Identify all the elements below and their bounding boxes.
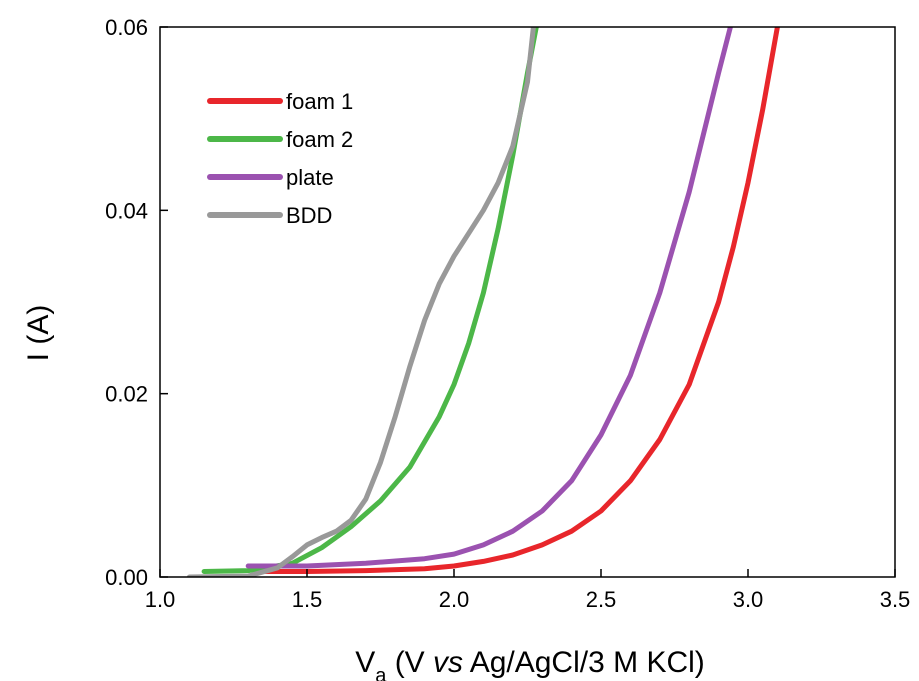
x-tick-label: 1.0	[145, 587, 176, 612]
ticks-layer: 1.0 1.5 2.0 2.5 3.0 3.5 0.00 0.02 0.04 0.06	[105, 15, 910, 612]
x-axis-title-subscript: a	[375, 665, 387, 681]
legend-label: foam 2	[286, 127, 353, 152]
series-line-foam-2	[201, 27, 539, 574]
x-tick-label: 1.5	[292, 587, 323, 612]
x-tick-label: 2.0	[439, 587, 470, 612]
x-axis-title: Va (V vs Ag/AgCl/3 M KCl)	[355, 646, 705, 681]
y-tick-label: 0.06	[105, 15, 148, 40]
x-tick-label: 3.0	[733, 587, 764, 612]
x-axis-title-italic: vs	[433, 646, 463, 679]
legend-label: plate	[286, 165, 334, 190]
x-axis-title-part1: (V	[386, 646, 433, 679]
x-axis-title-prefix: V	[355, 646, 375, 679]
legend-label: BDD	[286, 203, 332, 228]
y-tick-label: 0.04	[105, 198, 148, 223]
y-axis-title: I (A)	[22, 305, 55, 362]
series-line-foam-1	[254, 27, 780, 574]
x-axis-title-part2: Ag/AgCl/3 M KCl)	[463, 646, 705, 679]
x-tick-label: 3.5	[880, 587, 911, 612]
series-layer	[186, 27, 780, 577]
series-line-plate	[245, 27, 733, 569]
series-line-bdd	[186, 27, 536, 577]
plot-frame	[159, 26, 896, 578]
legend: foam 1 foam 2 plate BDD	[207, 89, 353, 228]
y-tick-label: 0.00	[105, 565, 148, 590]
y-tick-label: 0.02	[105, 382, 148, 407]
legend-label: foam 1	[286, 89, 353, 114]
x-tick-label: 2.5	[586, 587, 617, 612]
